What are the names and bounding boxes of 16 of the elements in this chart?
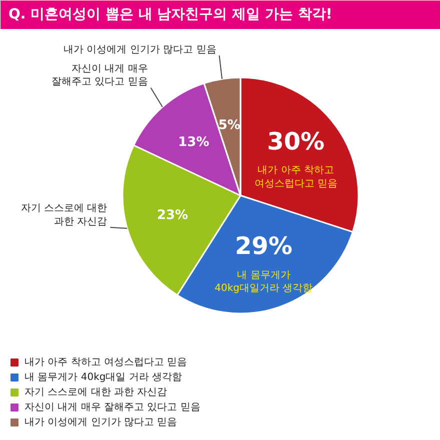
legend-label: 내가 이성에게 인기가 많다고 믿음 bbox=[24, 417, 178, 428]
slice-label: 내 몸무게가 40kg대일거라 생각함 bbox=[214, 270, 313, 294]
data-label: 13% bbox=[178, 134, 210, 150]
legend-label: 내가 아주 착하고 여성스럽다고 믿음 bbox=[24, 357, 188, 368]
slice-label: 내가 이성에게 인기가 많다고 믿음 bbox=[64, 44, 216, 56]
slice-label: 자기 스스로에 대한 과한 자신감 bbox=[20, 203, 108, 228]
data-label: 30% bbox=[267, 127, 325, 156]
chart-title: Q. 미혼여성이 뽑은 내 남자친구의 제일 가는 착각! bbox=[8, 6, 332, 22]
slice-label: 자신이 내게 매우 잘해주고 있다고 믿음 bbox=[51, 64, 148, 88]
slice-label: 내가 아주 착하고 여성스럽다고 믿음 bbox=[254, 165, 338, 190]
legend-label: 내 몸무게가 40kg대일 거라 생각함 bbox=[24, 372, 182, 383]
legend-label: 자기 스스로에 대한 과한 자신감 bbox=[24, 387, 168, 398]
data-label: 23% bbox=[156, 208, 188, 223]
data-label: 29% bbox=[234, 232, 292, 260]
legend-label: 자신이 내게 매우 잘해주고 있다고 믿음 bbox=[24, 402, 200, 413]
data-label: 5% bbox=[218, 118, 240, 134]
